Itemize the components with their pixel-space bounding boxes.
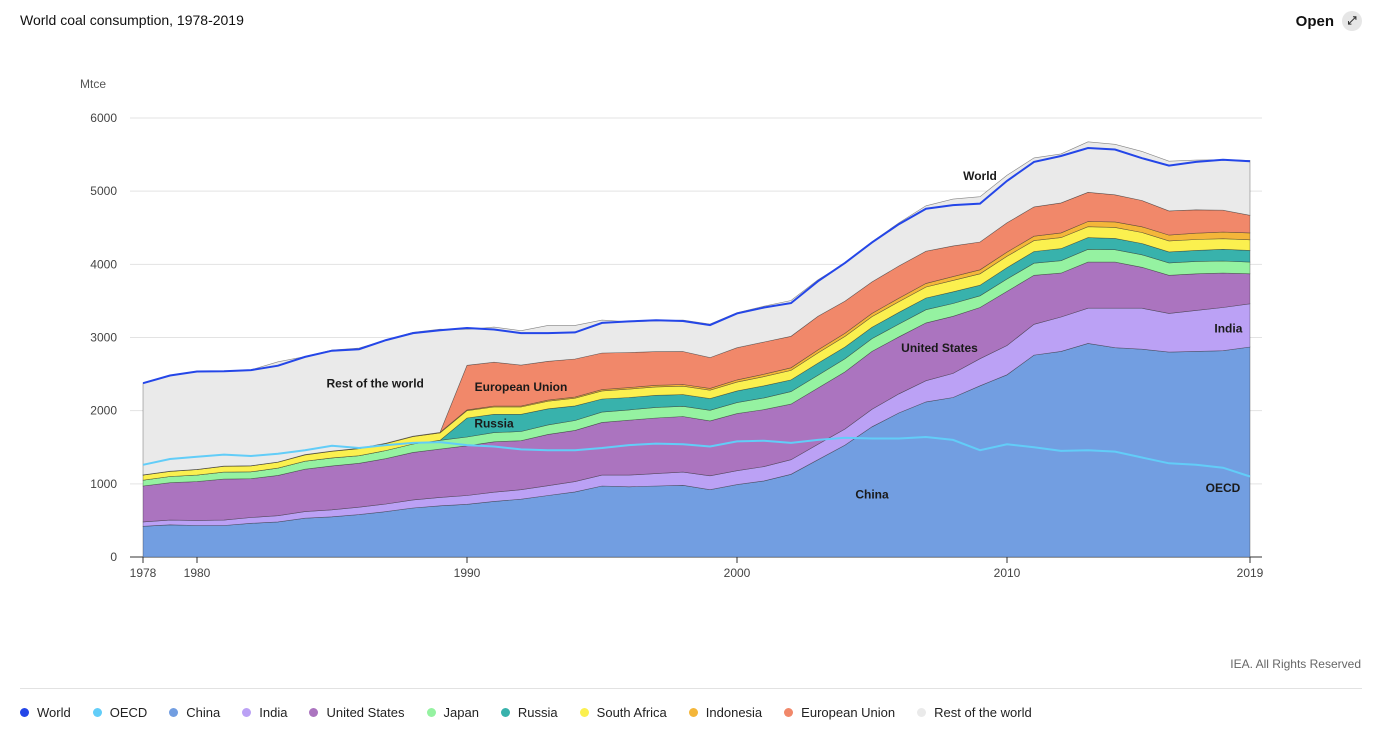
y-tick-label-6000: 6000 [90, 111, 117, 125]
legend-divider [20, 688, 1362, 689]
area-label-oecd: OECD [1206, 481, 1241, 495]
area-label-united-states: United States [901, 341, 978, 355]
area-label-rest-of-the-world: Rest of the world [327, 376, 424, 390]
legend-dot-oecd [92, 708, 102, 717]
area-label-european-union: European Union [475, 380, 568, 394]
legend-dot-india [242, 708, 252, 717]
y-tick-label-3000: 3000 [90, 331, 117, 345]
legend-item-rest-of-the-world[interactable]: Rest of the world [917, 705, 1032, 720]
x-tick-label-1990: 1990 [454, 566, 481, 580]
legend-item-india[interactable]: India [242, 705, 287, 720]
area-rest-of-the-world [142, 141, 1251, 476]
legend-label-oecd: OECD [109, 705, 148, 720]
credit-text: IEA. All Rights Reserved [1230, 657, 1361, 671]
legend-label-russia: Russia [517, 705, 558, 720]
expand-arrows-icon[interactable]: ⤢ [1342, 11, 1362, 31]
legend-item-world[interactable]: World [20, 705, 71, 720]
y-tick-label-5000: 5000 [90, 184, 117, 198]
legend-dot-china [169, 708, 179, 717]
chart-legend: World OECD China India United States Japan Rus… [20, 705, 1032, 720]
line-oecd [142, 435, 1251, 478]
legend-dot-united-states [309, 708, 319, 717]
area-label-world: World [963, 169, 997, 183]
x-tick-label-2019: 2019 [1237, 566, 1264, 580]
legend-dot-japan [426, 708, 436, 717]
legend-label-indonesia: Indonesia [705, 705, 763, 720]
legend-label-united-states: United States [326, 705, 405, 720]
legend-dot-south-africa [579, 708, 589, 717]
legend-label-world: World [37, 705, 71, 720]
legend-label-japan: Japan [443, 705, 479, 720]
legend-item-russia[interactable]: Russia [500, 705, 558, 720]
area-label-china: China [855, 487, 889, 501]
legend-item-south-africa[interactable]: South Africa [579, 705, 667, 720]
legend-dot-rest-of-the-world [917, 708, 927, 717]
legend-dot-indonesia [688, 708, 698, 717]
legend-label-rest-of-the-world: Rest of the world [934, 705, 1032, 720]
legend-label-european-union: European Union [801, 705, 896, 720]
area-label-russia: Russia [474, 416, 514, 430]
y-tick-label-2000: 2000 [90, 404, 117, 418]
legend-item-china[interactable]: China [169, 705, 220, 720]
legend-item-united-states[interactable]: United States [309, 705, 405, 720]
legend-item-indonesia[interactable]: Indonesia [688, 705, 763, 720]
legend-item-oecd[interactable]: OECD [92, 705, 148, 720]
x-tick-label-2000: 2000 [724, 566, 751, 580]
page-title: World coal consumption, 1978-2019 [20, 12, 244, 28]
legend-dot-european-union [784, 708, 794, 717]
y-tick-label-4000: 4000 [90, 257, 117, 271]
legend-label-india: India [259, 705, 288, 720]
line-world [142, 146, 1251, 385]
legend-item-japan[interactable]: Japan [426, 705, 479, 720]
legend-dot-world [20, 708, 29, 717]
legend-dot-russia [500, 708, 510, 717]
x-tick-label-1980: 1980 [184, 566, 211, 580]
open-button[interactable]: Open ⤢ [1296, 11, 1362, 31]
x-tick-label-2010: 2010 [994, 566, 1021, 580]
open-label: Open [1295, 12, 1334, 30]
y-axis-unit: Mtce [80, 77, 107, 91]
legend-item-european-union[interactable]: European Union [784, 705, 895, 720]
area-label-india: India [1214, 321, 1242, 335]
legend-label-south-africa: South Africa [596, 705, 667, 720]
y-tick-label-1000: 1000 [90, 477, 117, 491]
legend-label-china: China [186, 705, 221, 720]
x-tick-label-1978: 1978 [130, 566, 157, 580]
y-tick-label-0: 0 [110, 550, 117, 564]
